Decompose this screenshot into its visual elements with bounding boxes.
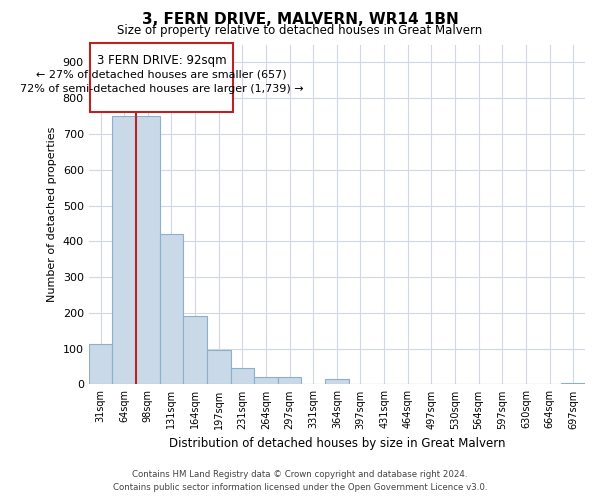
X-axis label: Distribution of detached houses by size in Great Malvern: Distribution of detached houses by size …	[169, 437, 505, 450]
Bar	[230, 368, 254, 384]
Text: 3, FERN DRIVE, MALVERN, WR14 1BN: 3, FERN DRIVE, MALVERN, WR14 1BN	[142, 12, 458, 28]
Text: Contains HM Land Registry data © Crown copyright and database right 2024.
Contai: Contains HM Land Registry data © Crown c…	[113, 470, 487, 492]
Bar	[207, 350, 230, 384]
Text: 72% of semi-detached houses are larger (1,739) →: 72% of semi-detached houses are larger (…	[20, 84, 303, 94]
Bar	[183, 316, 207, 384]
Bar	[160, 234, 183, 384]
Text: Size of property relative to detached houses in Great Malvern: Size of property relative to detached ho…	[118, 24, 482, 37]
Text: 3 FERN DRIVE: 92sqm: 3 FERN DRIVE: 92sqm	[97, 54, 226, 67]
Bar	[89, 344, 112, 385]
Bar	[278, 376, 301, 384]
FancyBboxPatch shape	[90, 42, 233, 112]
Text: ← 27% of detached houses are smaller (657): ← 27% of detached houses are smaller (65…	[36, 70, 287, 80]
Bar	[112, 116, 136, 384]
Y-axis label: Number of detached properties: Number of detached properties	[47, 127, 57, 302]
Bar	[562, 382, 585, 384]
Bar	[254, 376, 278, 384]
Bar	[136, 116, 160, 384]
Bar	[325, 379, 349, 384]
